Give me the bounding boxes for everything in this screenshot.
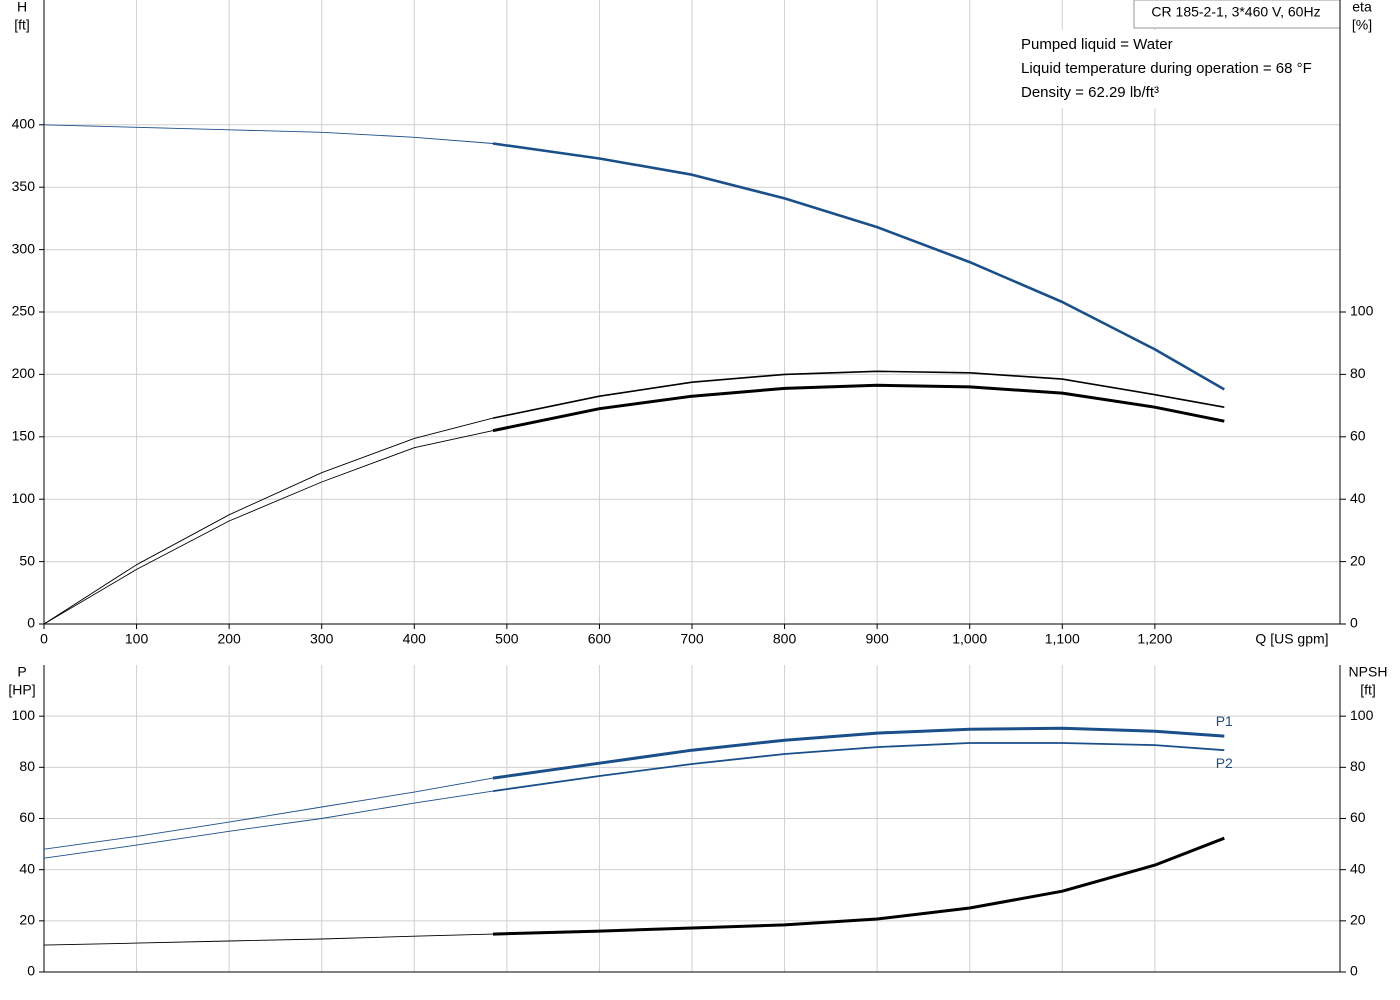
chart-title: CR 185-2-1, 3*460 V, 60Hz: [1151, 4, 1320, 20]
y2-tick-label: 60: [1350, 428, 1366, 444]
y-axis-unit: [ft]: [14, 17, 30, 33]
y2-axis-label: eta: [1352, 0, 1372, 15]
y2-tick-label: 80: [1350, 365, 1366, 381]
x-tick-label: 1,200: [1137, 631, 1172, 647]
curve: [492, 836, 1225, 936]
curve: [492, 142, 1225, 391]
curve: [43, 933, 494, 946]
y-tick-label: 50: [19, 552, 35, 568]
y-tick-label: 350: [12, 178, 36, 194]
series-label: P1: [1216, 713, 1233, 729]
y2-tick-label: 100: [1350, 707, 1374, 723]
y-axis-label: P: [17, 664, 26, 680]
y2-axis-label: NPSH: [1349, 664, 1388, 680]
y-axis-label: H: [17, 0, 27, 15]
y2-tick-label: 40: [1350, 490, 1366, 506]
curve: [492, 742, 1225, 792]
y-tick-label: 20: [19, 912, 35, 928]
y2-tick-label: 20: [1350, 552, 1366, 568]
y-tick-label: 150: [12, 428, 36, 444]
y2-tick-label: 20: [1350, 912, 1366, 928]
y-tick-label: 200: [12, 365, 36, 381]
y2-axis-unit: [%]: [1352, 17, 1372, 33]
curve: [43, 124, 494, 144]
annotation-background: [1020, 30, 1338, 108]
y-tick-label: 100: [12, 707, 36, 723]
y-tick-label: 40: [19, 860, 35, 876]
y2-axis-unit: [ft]: [1360, 682, 1376, 698]
curve: [43, 430, 494, 625]
annotation: Density = 62.29 lb/ft³: [1021, 84, 1159, 101]
y-tick-label: 80: [19, 758, 35, 774]
x-tick-label: 600: [588, 631, 612, 647]
y-tick-label: 0: [27, 963, 35, 979]
y2-tick-label: 0: [1350, 963, 1358, 979]
y-tick-label: 0: [27, 615, 35, 631]
y-tick-label: 100: [12, 490, 36, 506]
x-axis-label: Q [US gpm]: [1255, 631, 1328, 647]
x-tick-label: 0: [40, 631, 48, 647]
curve: [43, 777, 494, 850]
curve: [492, 370, 1225, 419]
y2-tick-label: 0: [1350, 615, 1358, 631]
y-axis-unit: [HP]: [8, 682, 35, 698]
series-label: P2: [1216, 755, 1233, 771]
y-tick-label: 60: [19, 809, 35, 825]
x-tick-label: 1,000: [952, 631, 987, 647]
x-tick-label: 800: [773, 631, 797, 647]
x-tick-label: 300: [310, 631, 334, 647]
curve: [43, 417, 494, 625]
y-tick-label: 250: [12, 303, 36, 319]
y-tick-label: 400: [12, 116, 36, 132]
x-tick-label: 700: [680, 631, 704, 647]
x-tick-label: 500: [495, 631, 519, 647]
x-tick-label: 900: [865, 631, 889, 647]
annotation: Liquid temperature during operation = 68…: [1021, 60, 1312, 77]
y2-tick-label: 60: [1350, 809, 1366, 825]
x-tick-label: 400: [403, 631, 427, 647]
curve: [43, 790, 494, 859]
curve: [492, 383, 1225, 433]
y2-tick-label: 80: [1350, 758, 1366, 774]
x-tick-label: 200: [217, 631, 241, 647]
y-tick-label: 300: [12, 240, 36, 256]
x-tick-label: 1,100: [1045, 631, 1080, 647]
x-tick-label: 100: [125, 631, 149, 647]
y2-tick-label: 40: [1350, 860, 1366, 876]
y2-tick-label: 100: [1350, 303, 1374, 319]
annotation: Pumped liquid = Water: [1021, 36, 1173, 53]
curve: [492, 726, 1225, 780]
